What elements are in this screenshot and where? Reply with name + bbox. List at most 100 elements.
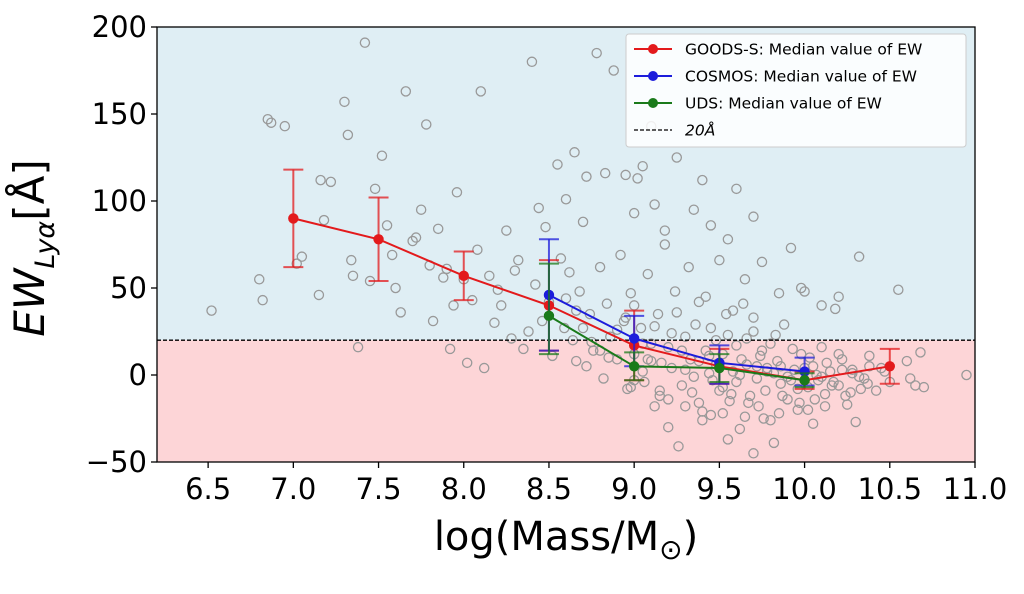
scatter-point — [581, 171, 592, 182]
scatter-point — [369, 183, 381, 195]
scatter-point — [663, 394, 674, 405]
y-axis-label-main: EW — [5, 267, 54, 337]
scatter-point — [448, 300, 459, 311]
scatter-point — [785, 242, 797, 254]
scatter-point — [748, 211, 759, 222]
scatter-point — [785, 374, 797, 386]
scatter-point — [540, 221, 551, 233]
scatter-point — [765, 414, 776, 426]
legend-item: 20Å — [634, 121, 715, 140]
scatter-point — [669, 286, 681, 297]
scatter-point — [690, 319, 701, 330]
scatter-point — [577, 216, 589, 228]
series-2 — [538, 262, 815, 389]
scatter-point — [833, 348, 844, 360]
y-tick-label: 0 — [129, 358, 147, 392]
scatter-point — [758, 413, 769, 424]
scatter-point — [724, 395, 735, 407]
scatter-point — [257, 294, 268, 306]
scatter-point — [637, 160, 648, 172]
legend-label: UDS: Median value of EW — [685, 95, 882, 113]
scatter-point — [858, 373, 870, 384]
x-tick-label: 7.0 — [270, 472, 316, 506]
scatter-point — [714, 254, 725, 266]
legend-item: GOODS-S: Median value of EW — [634, 41, 922, 59]
scatter-point — [700, 345, 711, 356]
scatter-point — [265, 117, 277, 128]
scatter-point — [726, 388, 737, 400]
axis-labels: log(Mass/M⊙) EWLyα[Å] — [4, 159, 698, 566]
scatter-point — [748, 448, 759, 459]
scatter-point — [342, 129, 354, 141]
scatter-point — [680, 364, 691, 376]
scatter-point — [756, 345, 768, 356]
series-marker — [628, 333, 640, 344]
legend-swatch-marker — [648, 44, 658, 54]
x-tick-label: 8.5 — [526, 472, 572, 506]
scatter-point — [743, 397, 754, 409]
x-tick-label: 6.5 — [185, 472, 231, 506]
legend-label: 20Å — [685, 121, 715, 140]
scatter-point — [432, 223, 444, 235]
scatter-point — [574, 286, 585, 297]
scatter-point — [625, 381, 637, 393]
scatter-point — [421, 119, 432, 130]
scatter-point — [705, 322, 717, 334]
x-axis-label: log(Mass/M⊙) — [434, 514, 698, 566]
scatter-point — [649, 401, 660, 412]
legend-label: COSMOS: Median value of EW — [685, 68, 917, 86]
scatter-point — [816, 341, 827, 353]
series-marker — [714, 362, 725, 374]
scatter-point — [734, 423, 746, 435]
series-marker — [458, 270, 469, 282]
scatter-point — [615, 249, 626, 261]
scatter-point — [632, 173, 643, 184]
scatter-point — [787, 343, 798, 355]
scatter-point — [407, 235, 418, 247]
scatter-point — [318, 214, 330, 226]
scatter-point — [472, 244, 483, 255]
scatter-point — [775, 378, 786, 389]
scatter-point — [620, 312, 631, 323]
scatter-point — [821, 357, 832, 369]
scatter-point — [509, 265, 521, 276]
scatter-point — [279, 120, 291, 132]
scatter-point — [560, 194, 572, 205]
scatter-point — [961, 369, 972, 381]
y-tick-label: 100 — [92, 184, 147, 218]
scatter-point — [737, 298, 749, 309]
scatter-point — [775, 361, 786, 372]
scatter-point — [536, 315, 548, 327]
scatter-point — [686, 387, 698, 398]
background-region-1 — [157, 340, 975, 462]
x-tick-label: 9.5 — [696, 472, 742, 506]
scatter-point — [359, 37, 371, 48]
scatter-point — [608, 65, 619, 76]
scatter-point — [755, 350, 766, 362]
scatter-point — [315, 174, 326, 186]
scatter-point — [489, 317, 500, 329]
scatter-point — [386, 249, 398, 261]
scatter-point — [819, 401, 831, 412]
scatter-point — [744, 390, 756, 402]
scatter-point — [707, 374, 718, 386]
y-axis-label: EWLyα[Å] — [4, 159, 61, 336]
scatter-point — [853, 251, 865, 262]
scatter-point — [376, 150, 388, 162]
scatter-point — [400, 86, 412, 97]
scatter-point — [811, 369, 822, 381]
scatter-point — [918, 381, 930, 393]
scatter-point — [812, 374, 824, 386]
scatter-point — [673, 441, 684, 452]
x-axis-label-sub: ⊙ — [659, 533, 682, 566]
scatter-point — [381, 220, 393, 231]
scatter-point — [444, 343, 456, 355]
scatter-point — [518, 343, 529, 355]
y-tick-label: 50 — [110, 271, 147, 305]
series-line — [548, 314, 805, 382]
series-marker — [799, 375, 810, 386]
plot-frame — [156, 26, 976, 463]
scatter-point — [794, 397, 805, 409]
scatter-point — [705, 409, 717, 421]
